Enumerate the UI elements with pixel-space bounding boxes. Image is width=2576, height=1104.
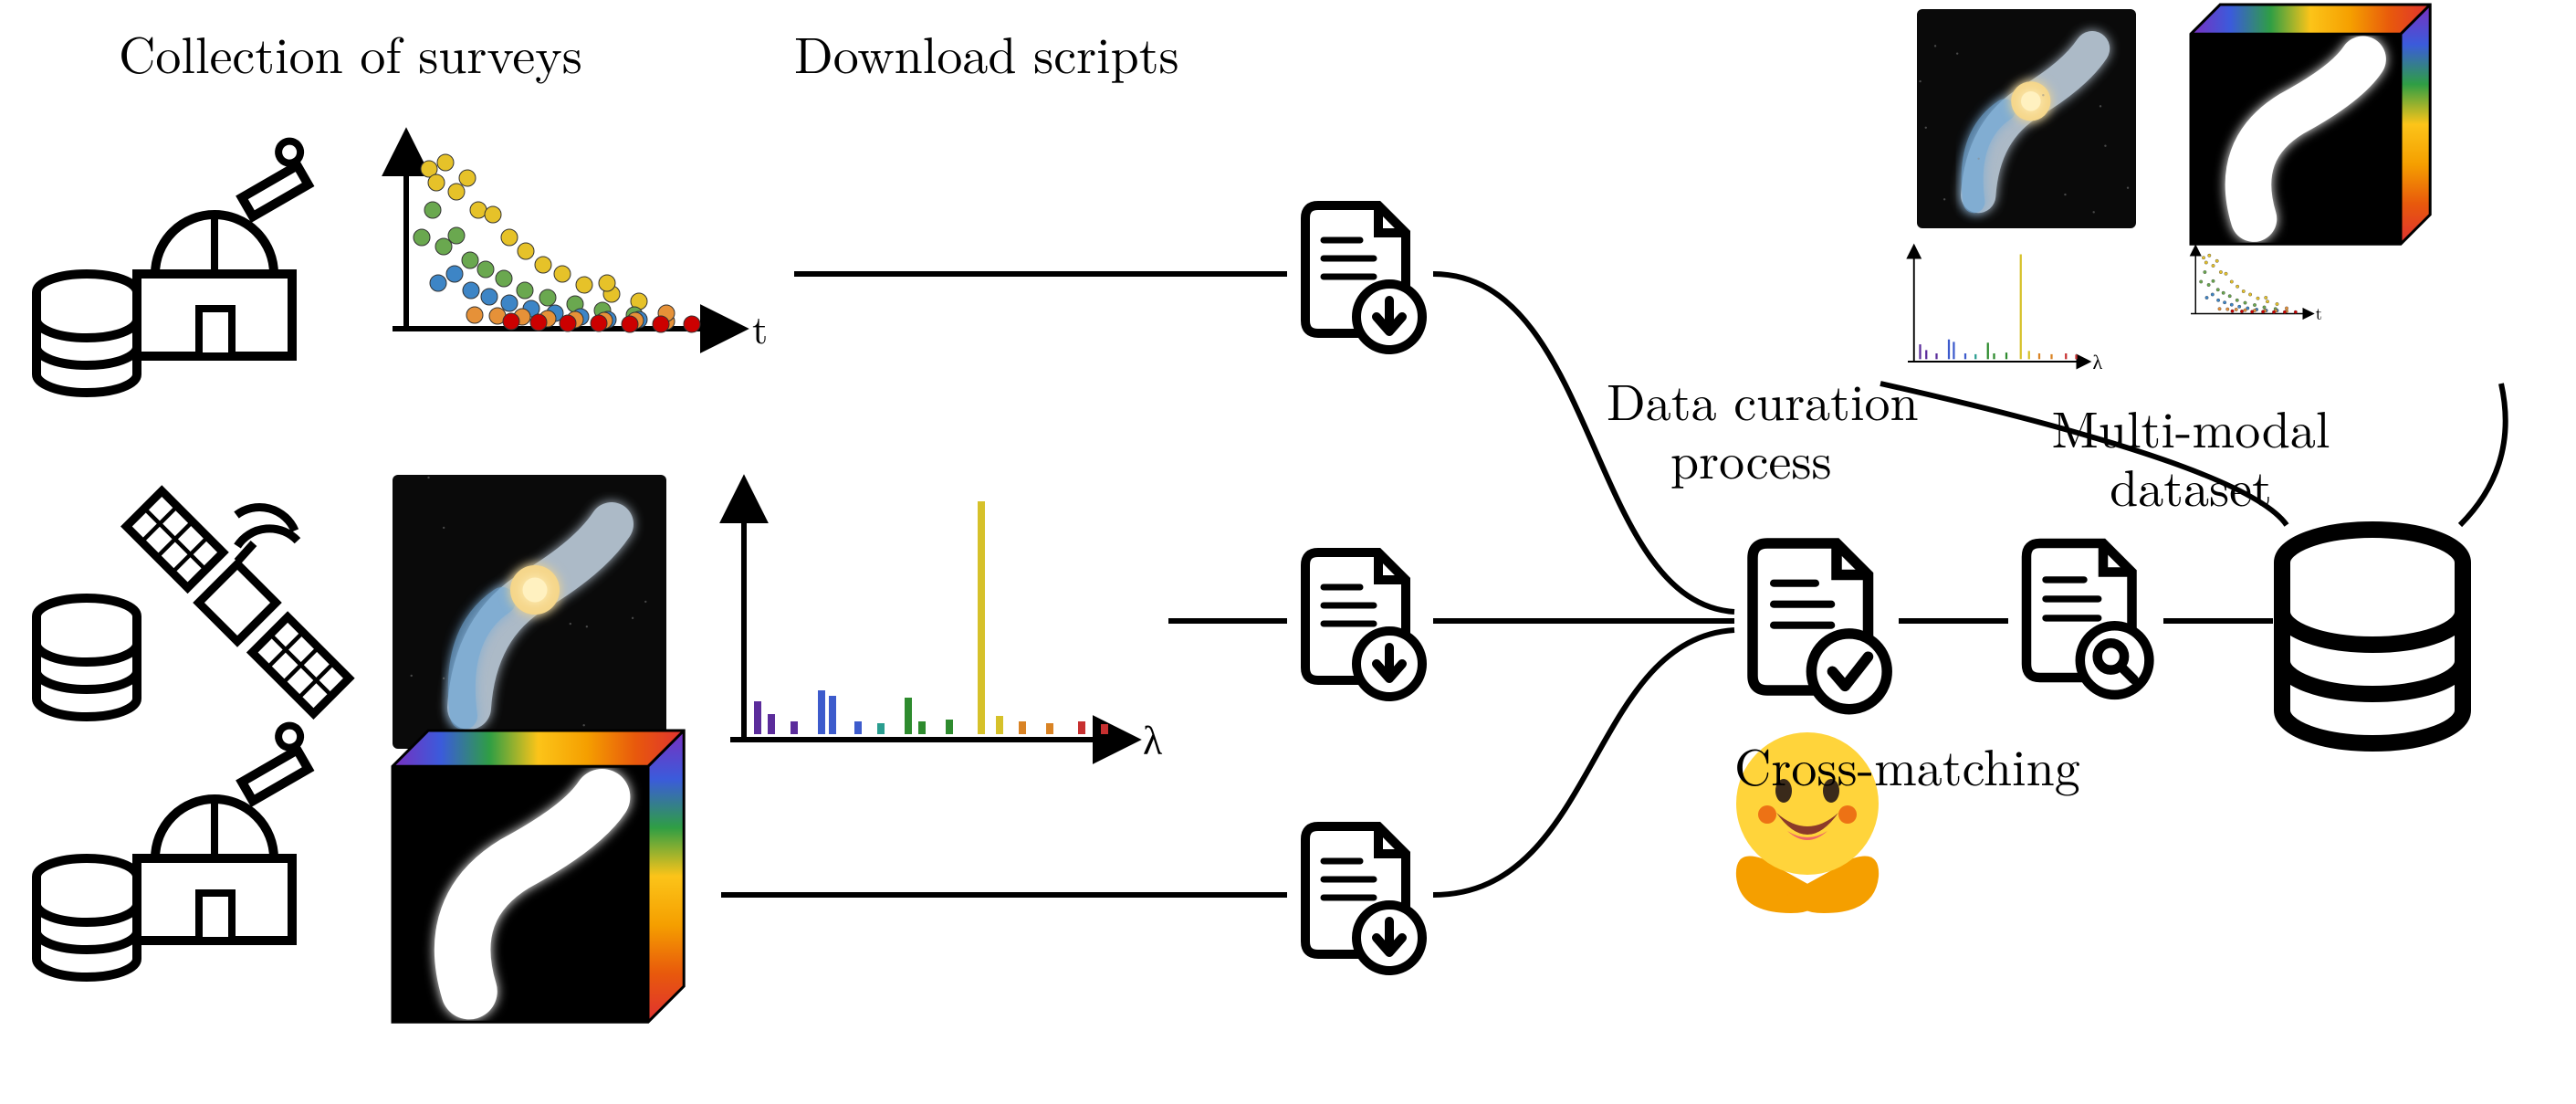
download-script-file-2 (1305, 552, 1422, 697)
label-multimodal-2: dataset (2110, 449, 2272, 521)
axis-label-t: t (752, 298, 768, 355)
cross-matching-file (2026, 543, 2149, 695)
survey-source-2 (37, 491, 349, 717)
thumb-galaxy-cube (2191, 5, 2430, 244)
label-collection-of-surveys: Collection of surveys (119, 16, 582, 89)
survey-source-1 (37, 137, 309, 393)
galaxy-hypercube (393, 731, 684, 1022)
lightcurve-scatter (393, 137, 739, 332)
thumb-galaxy-image (1917, 9, 2136, 228)
data-curation-file (1753, 543, 1887, 710)
funnel-right (2460, 384, 2506, 525)
thumb-spectrum: λ (1908, 247, 2103, 375)
axis-label-lambda-thumb: λ (2093, 347, 2103, 375)
survey-source-3 (37, 721, 309, 977)
multimodal-database-icon (2282, 530, 2463, 743)
label-cross-matching: Cross-matching (1734, 729, 2080, 801)
thumb-scatter: t (2191, 247, 2322, 325)
axis-label-lambda: λ (1143, 709, 1163, 766)
download-script-file-1 (1305, 205, 1422, 350)
download-script-file-3 (1305, 826, 1422, 971)
label-data-curation-2: process (1670, 422, 1832, 494)
galaxy-image (393, 475, 666, 749)
merge-curve-bottom (1433, 630, 1734, 895)
label-download-scripts: Download scripts (794, 16, 1179, 89)
spectrum-plot (730, 484, 1132, 740)
axis-label-t-thumb: t (2316, 300, 2323, 325)
